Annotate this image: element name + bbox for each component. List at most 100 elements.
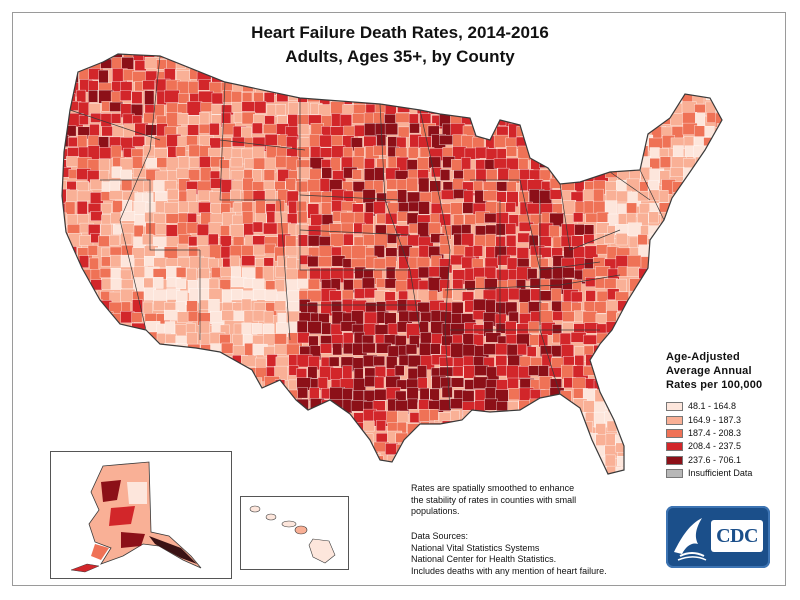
county-cell [681, 289, 693, 303]
county-cell [427, 277, 442, 293]
county-cell [561, 223, 576, 238]
county-cell [560, 421, 573, 434]
county-cell [706, 258, 721, 270]
county-cell [89, 411, 102, 427]
county-cell [451, 313, 463, 324]
county-cell [90, 346, 103, 358]
county-cell [684, 212, 699, 223]
county-cell [266, 408, 279, 424]
county-cell [132, 247, 145, 260]
county-cell [275, 70, 287, 82]
county-cell [156, 59, 167, 70]
county-cell [682, 112, 698, 125]
county-cell [77, 135, 88, 149]
county-cell [463, 443, 475, 458]
county-cell [715, 255, 722, 270]
county-cell [495, 212, 509, 226]
county-cell [451, 80, 467, 93]
county-cell [121, 365, 136, 379]
county-cell [717, 289, 722, 303]
county-cell [596, 54, 608, 62]
county-cell [308, 335, 319, 347]
county-cell [596, 211, 609, 223]
county-cell [374, 167, 385, 183]
county-cell [495, 236, 506, 248]
county-cell [155, 410, 170, 423]
county-cell [571, 158, 582, 173]
county-cell [208, 400, 218, 411]
county-cell [121, 279, 135, 289]
county-cell [397, 211, 409, 222]
county-cell [332, 433, 347, 447]
county-cell [640, 454, 654, 466]
county-cell [62, 257, 68, 272]
county-cell [506, 54, 520, 62]
county-cell [154, 398, 164, 410]
county-cell [200, 399, 210, 411]
county-cell [571, 135, 586, 147]
county-cell [616, 412, 629, 423]
county-cell [132, 156, 143, 169]
county-cell [506, 181, 517, 192]
county-cell [188, 423, 204, 435]
county-cell [264, 54, 279, 62]
county-cell [450, 398, 463, 409]
county-cell [244, 443, 255, 459]
county-cell [629, 146, 645, 157]
county-cell [573, 91, 588, 105]
county-cell [727, 212, 738, 225]
county-cell [585, 124, 599, 137]
county-cell [285, 235, 297, 247]
county-cell [263, 310, 274, 324]
county-cell [573, 212, 584, 223]
county-cell [717, 213, 722, 225]
county-cell [660, 277, 674, 290]
county-cell [408, 58, 419, 72]
county-cell [176, 367, 189, 379]
county-cell [617, 366, 633, 380]
county-cell [298, 234, 308, 247]
county-cell [450, 377, 464, 388]
county-cell [496, 54, 509, 61]
county-cell [549, 70, 564, 85]
county-cell [373, 245, 385, 258]
county-cell [296, 54, 309, 59]
county-cell [99, 399, 115, 412]
county-cell [297, 268, 308, 280]
county-cell [673, 235, 687, 246]
county-cell [552, 465, 564, 474]
county-cell [386, 178, 398, 190]
county-cell [187, 343, 201, 356]
county-cell [110, 412, 126, 426]
county-cell [606, 101, 622, 112]
county-cell [330, 367, 343, 381]
county-cell [296, 455, 311, 471]
county-cell [220, 57, 231, 69]
county-cell [475, 114, 491, 126]
county-cell [539, 169, 551, 181]
county-cell [540, 91, 555, 104]
county-cell [62, 225, 67, 239]
county-cell [132, 398, 144, 412]
county-cell [583, 200, 595, 215]
county-cell [672, 266, 684, 279]
county-cell [607, 89, 620, 104]
county-cell [253, 399, 268, 414]
county-cell [62, 431, 67, 444]
county-cell [637, 423, 651, 439]
county-cell [506, 246, 517, 256]
county-cell [417, 81, 432, 96]
county-cell [705, 90, 717, 101]
county-cell [288, 80, 302, 92]
county-cell [629, 290, 641, 306]
county-cell [473, 298, 487, 312]
county-cell [530, 124, 542, 137]
county-cell [288, 102, 299, 116]
county-cell [561, 168, 577, 179]
county-cell [408, 91, 423, 106]
county-cell [352, 156, 365, 170]
county-cell [727, 335, 741, 349]
county-cell [65, 409, 78, 422]
county-cell [274, 467, 284, 474]
county-cell [552, 54, 567, 64]
